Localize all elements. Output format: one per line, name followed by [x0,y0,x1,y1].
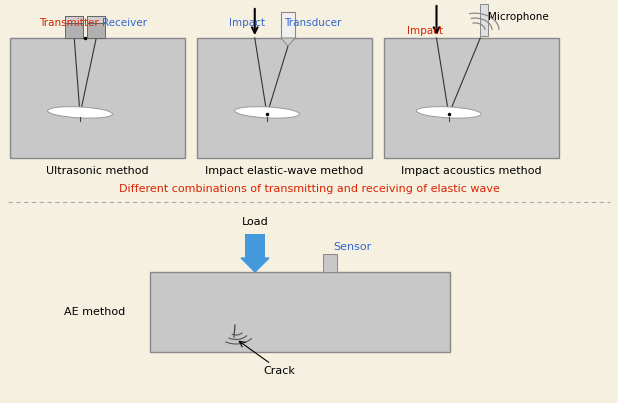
Bar [87,16,105,38]
Bar [66,16,83,23]
Text: Transmitter: Transmitter [40,18,99,28]
Text: AE method: AE method [64,307,125,317]
Polygon shape [241,258,269,272]
Bar [66,16,83,38]
Text: Sensor: Sensor [333,242,371,252]
Text: Transducer: Transducer [284,18,342,28]
Text: Ultrasonic method: Ultrasonic method [46,166,149,176]
Bar [384,38,559,158]
Text: Microphone: Microphone [488,12,549,22]
Text: Impact elastic-wave method: Impact elastic-wave method [205,166,363,176]
Text: Impact: Impact [407,26,442,36]
Text: Impact: Impact [229,18,265,28]
Bar [281,12,295,38]
Text: Different combinations of transmitting and receiving of elastic wave: Different combinations of transmitting a… [119,184,499,194]
Bar [197,38,372,158]
Ellipse shape [48,107,112,118]
Bar [10,38,185,158]
Bar [150,272,450,352]
Ellipse shape [417,107,481,118]
Polygon shape [281,38,295,46]
Text: Impact acoustics method: Impact acoustics method [401,166,542,176]
Bar [245,234,265,258]
Bar [480,4,488,36]
Ellipse shape [235,107,300,118]
Text: Load: Load [242,217,268,227]
Bar [323,254,337,272]
Text: Crack: Crack [263,366,295,376]
Bar [87,16,105,23]
Text: Receiver: Receiver [102,18,146,28]
